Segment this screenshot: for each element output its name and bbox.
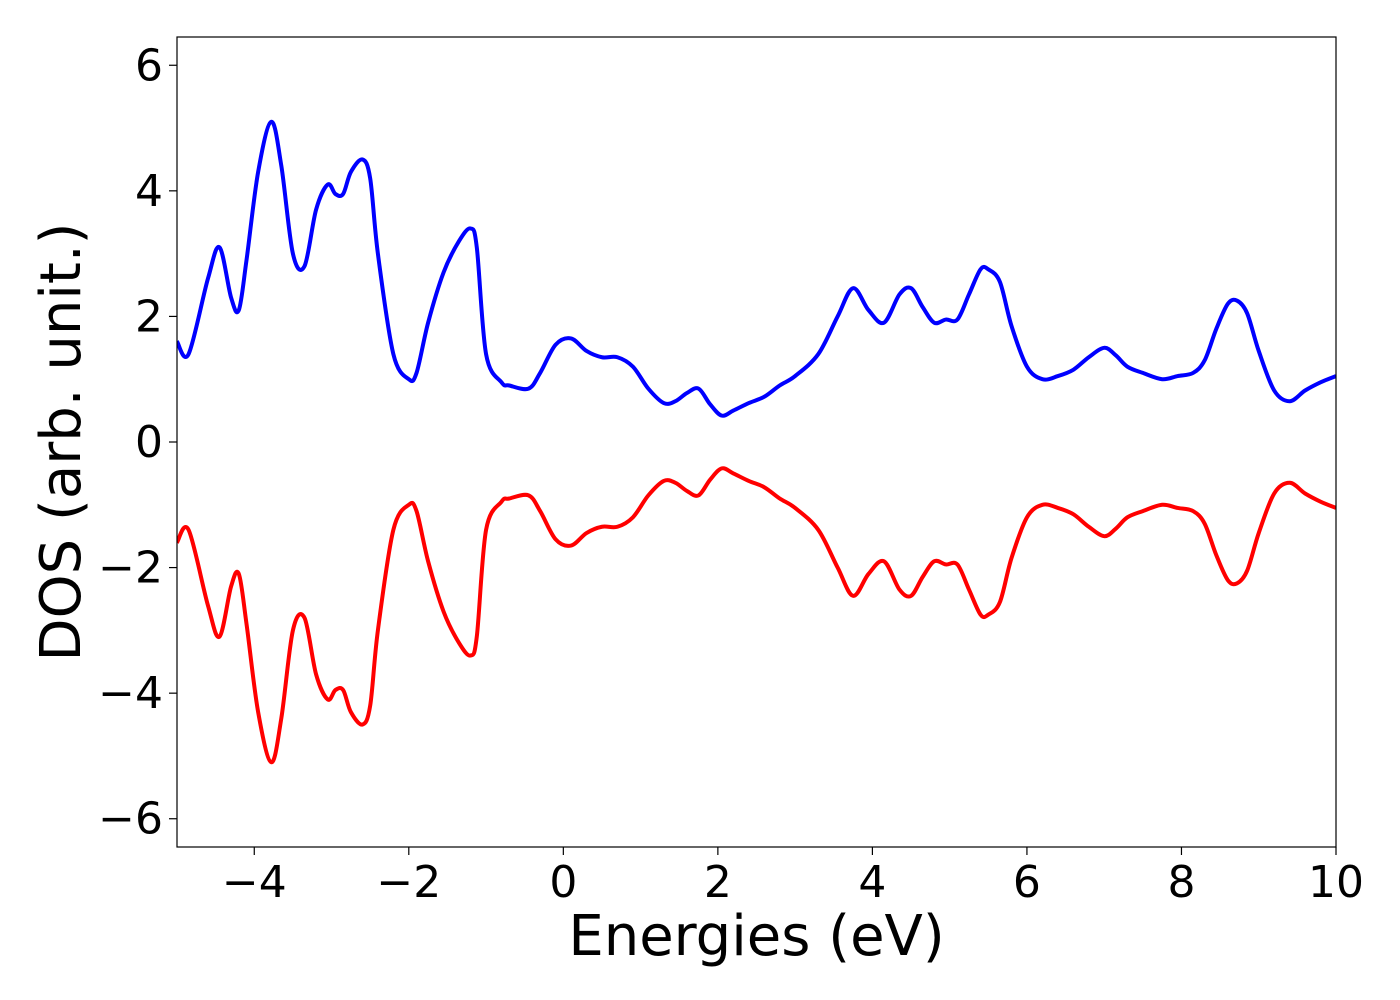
y-tick-label: −4 <box>98 668 163 719</box>
x-tick-label: −4 <box>222 857 287 908</box>
y-tick-label: 4 <box>135 166 163 217</box>
series-line-negative <box>177 466 1336 765</box>
x-axis-label: Energies (eV) <box>568 904 944 969</box>
x-tick-label: 6 <box>1013 857 1041 908</box>
y-tick-label: −2 <box>98 543 163 594</box>
y-tick-label: −6 <box>98 794 163 845</box>
series-layer <box>177 119 1336 765</box>
x-tick-label: 4 <box>858 857 886 908</box>
plot-frame <box>176 36 1337 848</box>
y-tick-label: 6 <box>135 40 163 91</box>
series-line-positive <box>177 119 1336 418</box>
x-tick-label: 2 <box>704 857 732 908</box>
y-tick-label: 2 <box>135 291 163 342</box>
x-tick-label: −2 <box>376 857 441 908</box>
y-axis-ticks: −6 −4 −2 0 2 4 6 <box>98 40 177 845</box>
y-axis-label: DOS (arb. unit.) <box>29 222 94 661</box>
x-axis-ticks: −4 −2 0 2 4 6 8 10 <box>222 847 1364 908</box>
x-tick-label: 8 <box>1167 857 1195 908</box>
x-tick-label: 0 <box>549 857 577 908</box>
x-tick-label: 10 <box>1308 857 1364 908</box>
y-tick-label: 0 <box>135 417 163 468</box>
